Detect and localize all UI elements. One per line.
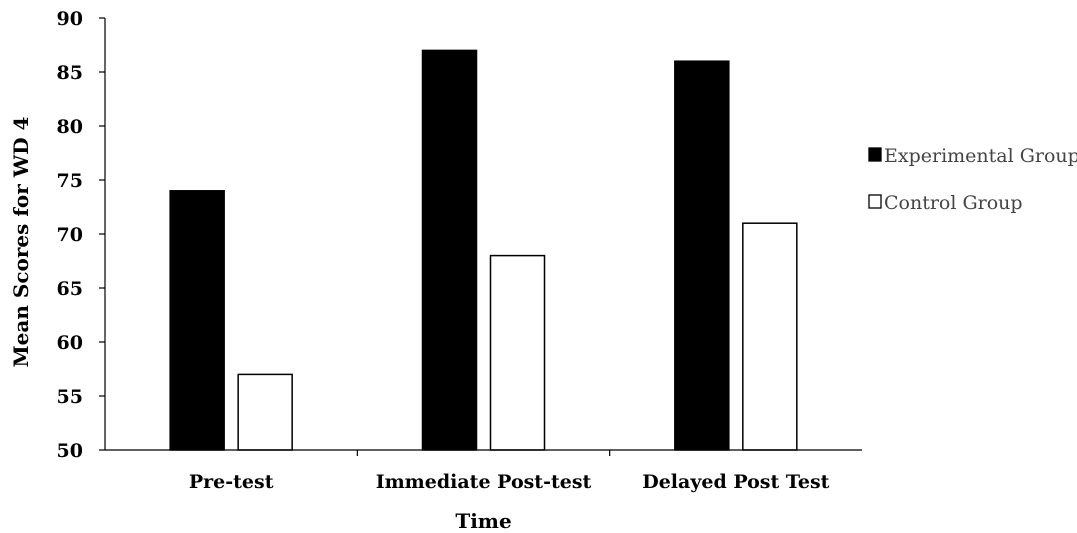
y-tick-label: 90	[57, 8, 83, 30]
legend: Experimental Group Control Group	[868, 145, 1077, 214]
bars	[169, 49, 798, 451]
y-tick-label: 50	[57, 440, 83, 462]
legend-label-experimental: Experimental Group	[884, 145, 1077, 167]
legend-swatch-experimental	[868, 147, 882, 162]
y-tick-label: 55	[57, 386, 83, 408]
legend-swatch-control	[868, 194, 882, 209]
y-tick-label: 85	[57, 62, 83, 84]
y-tick-label: 70	[57, 224, 83, 246]
x-tick-label: Pre-test	[189, 471, 274, 493]
bar-control-2	[742, 222, 798, 451]
bar-control-1	[489, 254, 546, 451]
legend-label-control: Control Group	[884, 192, 1023, 214]
y-tick-label: 75	[57, 170, 83, 192]
bar-control-0	[237, 373, 293, 451]
y-axis-ticks: 50 55 60 65 70 75 80 85 90	[57, 8, 105, 462]
y-tick-label: 65	[57, 278, 83, 300]
y-tick-label: 80	[57, 116, 83, 138]
x-axis-ticks: Pre-test Immediate Post-test Delayed Post …	[189, 450, 830, 493]
x-axis-title: Time	[455, 509, 511, 533]
y-axis-title: Mean Scores for WD 4	[9, 116, 33, 367]
bar-experimental-2	[674, 60, 730, 451]
x-tick-label: Delayed Post Test	[642, 471, 829, 493]
x-tick-label: Immediate Post-test	[376, 471, 592, 493]
bar-experimental-1	[421, 49, 478, 451]
bar-experimental-0	[169, 190, 225, 451]
y-tick-label: 60	[57, 332, 83, 354]
